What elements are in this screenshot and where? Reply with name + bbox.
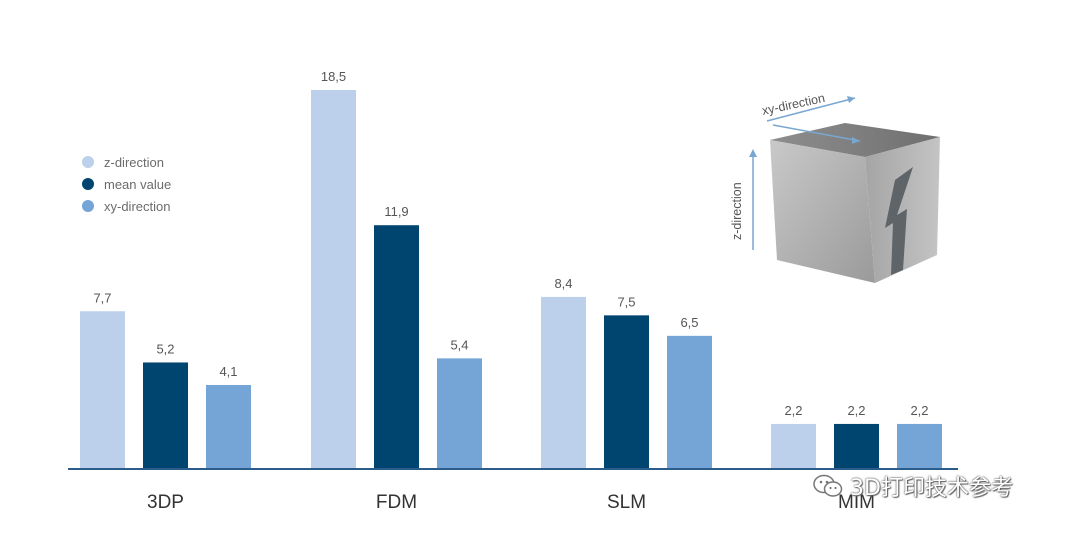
value-label-3dp-mean-value: 5,2 bbox=[156, 341, 174, 356]
bar-mim-z-direction bbox=[771, 423, 816, 469]
value-label-mim-xy-direction: 2,2 bbox=[910, 403, 928, 418]
legend-swatch-mean-value bbox=[82, 178, 94, 190]
value-label-3dp-z-direction: 7,7 bbox=[93, 290, 111, 305]
bar-slm-z-direction bbox=[541, 296, 586, 469]
category-label-mim: MIM bbox=[838, 492, 875, 513]
category-label-slm: SLM bbox=[607, 492, 646, 513]
bar-fdm-mean-value bbox=[374, 225, 419, 469]
value-label-mim-z-direction: 2,2 bbox=[784, 403, 802, 418]
value-label-slm-xy-direction: 6,5 bbox=[680, 315, 698, 330]
category-labels-group: 3DP FDM SLM MIM bbox=[147, 492, 875, 513]
legend-swatch-xy-direction bbox=[82, 200, 94, 212]
bar-fdm-xy-direction bbox=[437, 358, 482, 469]
watermark: 3D打印技术参考 bbox=[812, 466, 1052, 506]
z-direction-arrow bbox=[749, 149, 757, 250]
wechat-icon bbox=[813, 474, 843, 497]
value-label-slm-mean-value: 7,5 bbox=[617, 294, 635, 309]
value-labels-group: 7,7 5,2 4,1 18,5 11,9 5,4 8,4 7,5 6,5 2,2 2,2 2,2 bbox=[93, 69, 928, 418]
bar-3dp-xy-direction bbox=[206, 385, 251, 469]
bar-3dp-mean-value bbox=[143, 362, 188, 469]
legend-label-mean-value: mean value bbox=[104, 176, 172, 192]
bar-mim-mean-value bbox=[834, 423, 879, 469]
legend-item-z-direction: z-direction bbox=[82, 151, 171, 173]
legend: z-direction mean value xy-direction bbox=[82, 151, 171, 217]
value-label-fdm-z-direction: 18,5 bbox=[321, 69, 346, 84]
z-direction-label: z-direction bbox=[730, 182, 744, 240]
category-label-fdm: FDM bbox=[376, 492, 417, 513]
value-label-slm-z-direction: 8,4 bbox=[554, 276, 572, 291]
legend-label-xy-direction: xy-direction bbox=[104, 198, 171, 214]
test-cube-illustration: xy-direction z-direction bbox=[730, 91, 940, 283]
value-label-3dp-xy-direction: 4,1 bbox=[219, 364, 237, 379]
bar-fdm-z-direction bbox=[311, 90, 356, 469]
watermark-text: 3D打印技术参考 bbox=[850, 476, 1013, 501]
value-label-mim-mean-value: 2,2 bbox=[847, 403, 865, 418]
bar-3dp-z-direction bbox=[80, 311, 125, 469]
xy-direction-arrow bbox=[766, 96, 861, 144]
bar-slm-mean-value bbox=[604, 315, 649, 469]
legend-swatch-z-direction bbox=[82, 156, 94, 168]
legend-label-z-direction: z-direction bbox=[104, 154, 164, 170]
value-label-fdm-xy-direction: 5,4 bbox=[450, 337, 468, 352]
value-label-fdm-mean-value: 11,9 bbox=[384, 204, 408, 219]
cube-shape bbox=[770, 123, 940, 283]
bars-group bbox=[80, 90, 942, 469]
legend-item-xy-direction: xy-direction bbox=[82, 195, 171, 217]
category-label-3dp: 3DP bbox=[147, 492, 184, 513]
legend-item-mean-value: mean value bbox=[82, 173, 171, 195]
bar-mim-xy-direction bbox=[897, 423, 942, 469]
bar-slm-xy-direction bbox=[667, 335, 712, 469]
